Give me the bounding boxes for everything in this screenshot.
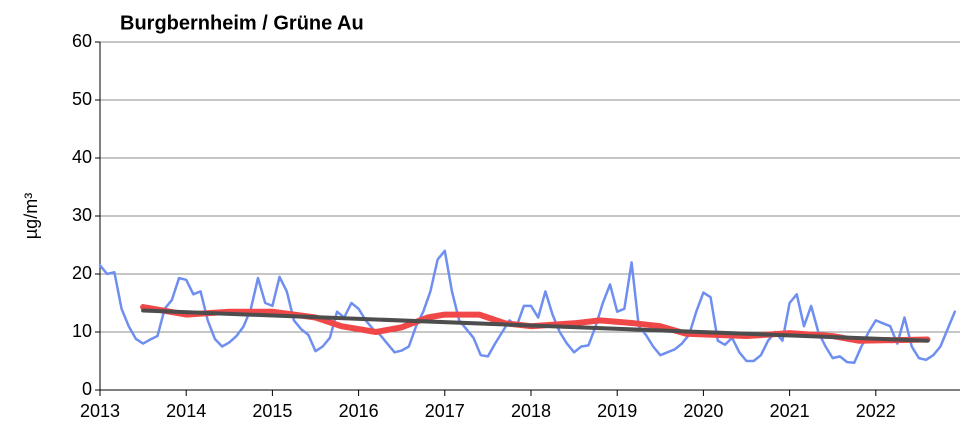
- y-tick-label: 50: [72, 89, 92, 109]
- x-tick-label: 2017: [425, 401, 465, 421]
- series-line: [141, 308, 930, 343]
- x-tick-label: 2022: [856, 401, 896, 421]
- y-tick-label: 40: [72, 147, 92, 167]
- x-tick-label: 2018: [511, 401, 551, 421]
- x-tick-label: 2014: [166, 401, 206, 421]
- y-tick-label: 30: [72, 205, 92, 225]
- y-tick-label: 60: [72, 31, 92, 51]
- series-line: [98, 249, 957, 364]
- x-tick-label: 2015: [252, 401, 292, 421]
- x-tick-label: 2013: [80, 401, 120, 421]
- x-tick-label: 2020: [683, 401, 723, 421]
- x-tick-label: 2021: [770, 401, 810, 421]
- y-tick-label: 0: [82, 379, 92, 399]
- x-tick-label: 2016: [339, 401, 379, 421]
- y-tick-label: 10: [72, 321, 92, 341]
- x-tick-label: 2019: [597, 401, 637, 421]
- chart-title: Burgbernheim / Grüne Au: [120, 12, 364, 34]
- y-axis-label: µg/m³: [21, 193, 41, 239]
- y-tick-label: 20: [72, 263, 92, 283]
